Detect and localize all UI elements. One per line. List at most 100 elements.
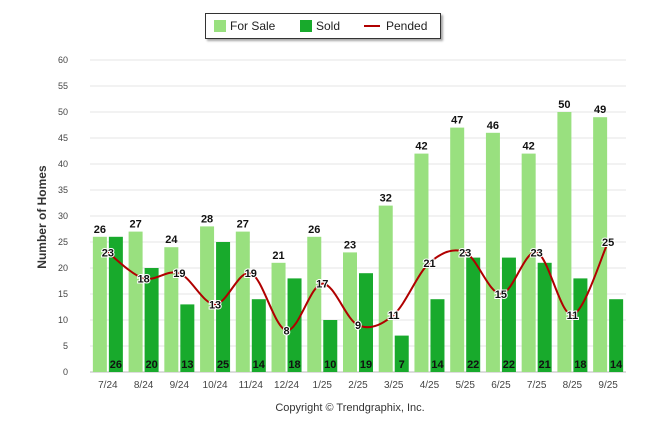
- y-tick-label: 30: [58, 211, 68, 221]
- data-label-pended: 11: [567, 310, 579, 322]
- x-tick-label: 1/25: [313, 380, 333, 391]
- bar-for-sale: [414, 153, 429, 372]
- legend-swatch-for-sale: [214, 20, 226, 32]
- x-tick-label: 8/24: [134, 380, 154, 391]
- data-label-for-sale: 49: [594, 104, 606, 116]
- data-label-for-sale: 46: [487, 120, 499, 132]
- x-tick-label: 3/25: [384, 380, 404, 391]
- data-label-pended: 8: [283, 325, 289, 337]
- data-label-pended: 17: [316, 279, 328, 291]
- x-tick-label: 7/24: [98, 380, 118, 391]
- bar-for-sale: [485, 132, 500, 372]
- data-label-pended: 11: [388, 310, 400, 322]
- x-tick-label: 5/25: [455, 380, 475, 391]
- bar-for-sale: [164, 247, 179, 372]
- bar-for-sale: [557, 112, 572, 372]
- data-label-pended: 21: [423, 258, 435, 270]
- data-label-for-sale: 21: [272, 250, 284, 262]
- y-tick-label: 45: [58, 133, 68, 143]
- x-tick-label: 12/24: [274, 380, 299, 391]
- bar-sold: [180, 304, 195, 372]
- bar-sold: [537, 262, 552, 372]
- data-label-pended: 23: [102, 247, 114, 259]
- data-label-for-sale: 26: [308, 224, 320, 236]
- legend: For Sale Sold Pended: [205, 13, 441, 39]
- bar-sold: [501, 257, 516, 372]
- bar-sold: [609, 299, 624, 372]
- data-label-for-sale: 32: [380, 193, 392, 205]
- x-tick-label: 2/25: [348, 380, 368, 391]
- x-tick-label: 11/24: [239, 380, 264, 391]
- bar-sold: [251, 299, 266, 372]
- line-pended: [107, 241, 610, 332]
- x-tick-label: 4/25: [420, 380, 440, 391]
- bar-for-sale: [378, 205, 393, 372]
- data-label-sold: 7: [399, 359, 405, 371]
- bar-for-sale: [235, 231, 250, 372]
- y-tick-label: 10: [58, 315, 68, 325]
- bar-sold: [144, 268, 159, 372]
- bar-sold: [394, 335, 409, 372]
- data-label-pended: 9: [355, 320, 361, 332]
- y-tick-label: 40: [58, 159, 68, 169]
- bar-for-sale: [521, 153, 536, 372]
- y-tick-label: 50: [58, 107, 68, 117]
- bar-sold: [108, 236, 123, 372]
- data-label-for-sale: 47: [451, 115, 463, 127]
- data-label-for-sale: 26: [94, 224, 106, 236]
- data-label-sold: 19: [360, 359, 372, 371]
- data-label-sold: 14: [610, 359, 623, 371]
- y-tick-label: 15: [58, 289, 68, 299]
- x-tick-label: 10/24: [203, 380, 228, 391]
- bar-for-sale: [307, 236, 322, 372]
- bar-sold: [430, 299, 445, 372]
- data-label-pended: 23: [531, 247, 543, 259]
- data-label-pended: 23: [459, 247, 471, 259]
- x-tick-label: 8/25: [563, 380, 583, 391]
- y-axis-title: Number of Homes: [35, 165, 49, 269]
- legend-swatch-sold: [300, 20, 312, 32]
- data-label-sold: 21: [539, 359, 551, 371]
- y-tick-label: 20: [58, 263, 68, 273]
- data-label-sold: 14: [431, 359, 444, 371]
- legend-label-for-sale: For Sale: [230, 19, 276, 33]
- data-label-pended: 19: [245, 268, 257, 280]
- x-tick-label: 7/25: [527, 380, 547, 391]
- bar-for-sale: [271, 262, 286, 372]
- data-label-sold: 14: [253, 359, 266, 371]
- y-tick-label: 55: [58, 81, 68, 91]
- data-label-for-sale: 27: [129, 219, 141, 231]
- data-label-sold: 26: [110, 359, 122, 371]
- data-label-sold: 10: [324, 359, 336, 371]
- x-tick-label: 9/25: [598, 380, 618, 391]
- data-label-sold: 13: [181, 359, 193, 371]
- bar-for-sale: [92, 236, 107, 372]
- data-label-pended: 13: [209, 299, 221, 311]
- bar-for-sale: [200, 226, 215, 372]
- data-label-sold: 20: [145, 359, 157, 371]
- data-label-for-sale: 23: [344, 239, 356, 251]
- bar-sold: [323, 320, 338, 372]
- y-tick-label: 0: [63, 367, 68, 377]
- data-label-for-sale: 42: [415, 141, 427, 153]
- bar-sold: [216, 242, 231, 372]
- copyright-text: Copyright © Trendgraphix, Inc.: [275, 402, 425, 414]
- x-tick-label: 6/25: [491, 380, 511, 391]
- data-label-for-sale: 28: [201, 213, 213, 225]
- y-tick-label: 35: [58, 185, 68, 195]
- bar-sold: [466, 257, 481, 372]
- legend-label-pended: Pended: [386, 19, 428, 33]
- bar-sold: [573, 278, 588, 372]
- y-tick-label: 25: [58, 237, 68, 247]
- data-label-sold: 22: [503, 359, 515, 371]
- legend-swatch-pended: [364, 25, 380, 27]
- data-label-for-sale: 24: [165, 234, 178, 246]
- data-label-for-sale: 50: [558, 99, 570, 111]
- data-label-pended: 19: [173, 268, 185, 280]
- data-label-pended: 15: [495, 289, 507, 301]
- data-label-sold: 25: [217, 359, 229, 371]
- bar-sold: [359, 273, 373, 372]
- legend-label-sold: Sold: [316, 19, 341, 33]
- data-label-for-sale: 42: [523, 141, 535, 153]
